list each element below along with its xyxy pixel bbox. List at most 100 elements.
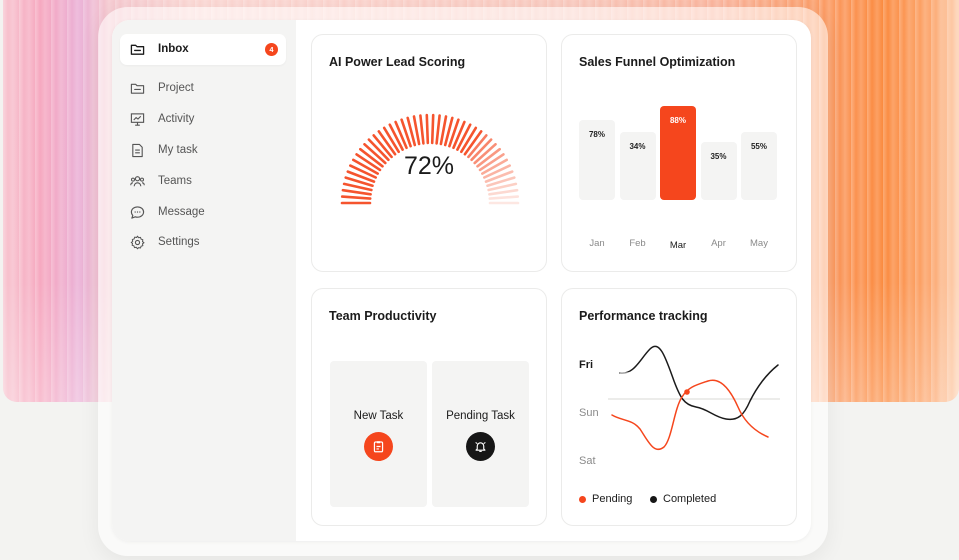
gauge-tick	[476, 147, 501, 168]
gauge-tick	[484, 170, 514, 183]
gear-icon	[130, 235, 145, 250]
gauge-tick	[351, 158, 379, 175]
sidebar-item-project[interactable]: Project	[120, 73, 286, 104]
new-task-button[interactable]	[364, 432, 393, 461]
y-tick-label: Fri	[579, 359, 594, 371]
bar-value-label: 88%	[669, 116, 686, 125]
gauge-tick	[452, 120, 466, 150]
bar-value-label: 34%	[629, 142, 646, 151]
gauge-tick	[419, 114, 425, 145]
gauge-tick	[412, 115, 421, 146]
bar-value-label: 78%	[588, 130, 605, 139]
card-title: Team Productivity	[329, 309, 437, 323]
pending-series-line	[611, 379, 769, 450]
legend-label: Pending	[592, 493, 633, 505]
funnel-bar-feb[interactable]: 34%	[619, 132, 656, 200]
gauge-tick	[400, 118, 412, 148]
lead-score-value: 72%	[403, 152, 455, 180]
gauge-tick	[460, 126, 478, 154]
unread-count-badge: 4	[265, 43, 278, 56]
gauge-tick	[487, 182, 518, 192]
task-label: New Task	[353, 410, 404, 422]
legend-item-pending: Pending	[579, 493, 632, 505]
legend-label: Completed	[663, 493, 717, 505]
gauge-tick	[488, 195, 520, 200]
gauge-tick	[344, 176, 374, 187]
y-tick-label: Sat	[579, 455, 596, 467]
gauge-tick	[443, 116, 454, 147]
sidebar-item-label: Message	[158, 206, 205, 218]
performance-line-chart	[608, 345, 780, 450]
funnel-bar-may[interactable]: 55%	[741, 132, 777, 200]
sidebar-item-label: Activity	[158, 113, 195, 125]
card-title: Performance tracking	[579, 309, 708, 323]
sidebar-item-label: Settings	[158, 236, 200, 248]
gauge-tick	[463, 130, 483, 156]
gauge-tick	[488, 188, 519, 196]
task-label: Pending Task	[446, 410, 515, 422]
sidebar-item-teams[interactable]: Teams	[120, 166, 286, 197]
sidebar-item-message[interactable]: Message	[120, 197, 286, 228]
funnel-bar-apr[interactable]: 35%	[700, 142, 737, 200]
pending-series-marker	[684, 389, 690, 395]
folder-icon	[130, 44, 145, 55]
performance-card: Performance tracking Fri Sun Sat Pending…	[561, 288, 797, 526]
gauge-tick	[481, 158, 508, 175]
gauge-tick	[425, 113, 430, 145]
gauge-tick	[367, 138, 390, 162]
gauge-tick	[355, 153, 382, 172]
completed-legend-dot	[650, 495, 657, 503]
gauge-tick	[394, 120, 408, 150]
clipboard-icon	[373, 441, 384, 453]
gauge-tick	[483, 164, 511, 179]
gauge-tick	[363, 143, 387, 165]
gauge-tick	[478, 153, 505, 172]
x-tick-label: Jan	[589, 238, 605, 249]
gauge-tick	[382, 126, 400, 154]
gauge-tick	[377, 130, 397, 156]
gauge-tick	[439, 115, 448, 146]
card-title: Sales Funnel Optimization	[579, 55, 736, 69]
sidebar-item-label: My task	[158, 144, 198, 156]
sidebar-item-my-task[interactable]: My task	[120, 135, 286, 166]
sidebar-item-label: Project	[158, 82, 194, 94]
bar-value-label: 55%	[750, 142, 767, 151]
lead-scoring-card: AI Power Lead Scoring 72%	[311, 34, 547, 272]
gauge-tick	[456, 123, 472, 151]
gauge-tick	[430, 113, 435, 145]
gauge-tick	[346, 170, 376, 183]
x-tick-label: Mar	[669, 240, 687, 251]
x-tick-label: Feb	[629, 238, 646, 249]
gauge-tick	[486, 176, 516, 187]
dashboard-screen: Inbox 4 Project Activity My task	[112, 20, 811, 541]
card-title: AI Power Lead Scoring	[329, 55, 466, 69]
pending-task-tile[interactable]: Pending Task	[432, 361, 529, 507]
sidebar-item-inbox[interactable]: Inbox 4	[120, 34, 286, 65]
pending-legend-dot	[579, 495, 586, 503]
gauge-tick	[470, 138, 493, 162]
new-task-tile[interactable]: New Task	[330, 361, 427, 507]
sidebar-item-label: Inbox	[158, 43, 189, 55]
funnel-bar-mar[interactable]: 88%	[660, 106, 696, 200]
gauge-tick	[358, 147, 384, 168]
document-icon	[132, 143, 143, 158]
gauge-tick	[340, 195, 372, 200]
legend-item-completed: Completed	[650, 493, 716, 505]
gauge-tick	[448, 118, 460, 148]
gauge-tick	[342, 182, 373, 192]
y-tick-label: Sun	[579, 407, 599, 419]
gauge-tick	[372, 134, 393, 159]
sidebar-item-settings[interactable]: Settings	[120, 227, 286, 258]
pending-task-button[interactable]	[466, 432, 495, 461]
bar-value-label: 35%	[710, 152, 727, 161]
gauge-tick	[467, 134, 488, 159]
gauge-tick	[435, 114, 441, 145]
gauge-tick	[388, 123, 404, 151]
team-productivity-card: Team Productivity New Task Pending Task	[311, 288, 547, 526]
presentation-chart-icon	[130, 113, 145, 126]
gauge-tick	[348, 164, 378, 179]
chat-bubble-icon	[130, 206, 145, 219]
sidebar-item-activity[interactable]: Activity	[120, 104, 286, 135]
funnel-bar-jan[interactable]: 78%	[579, 120, 615, 200]
x-tick-label: May	[750, 238, 768, 249]
